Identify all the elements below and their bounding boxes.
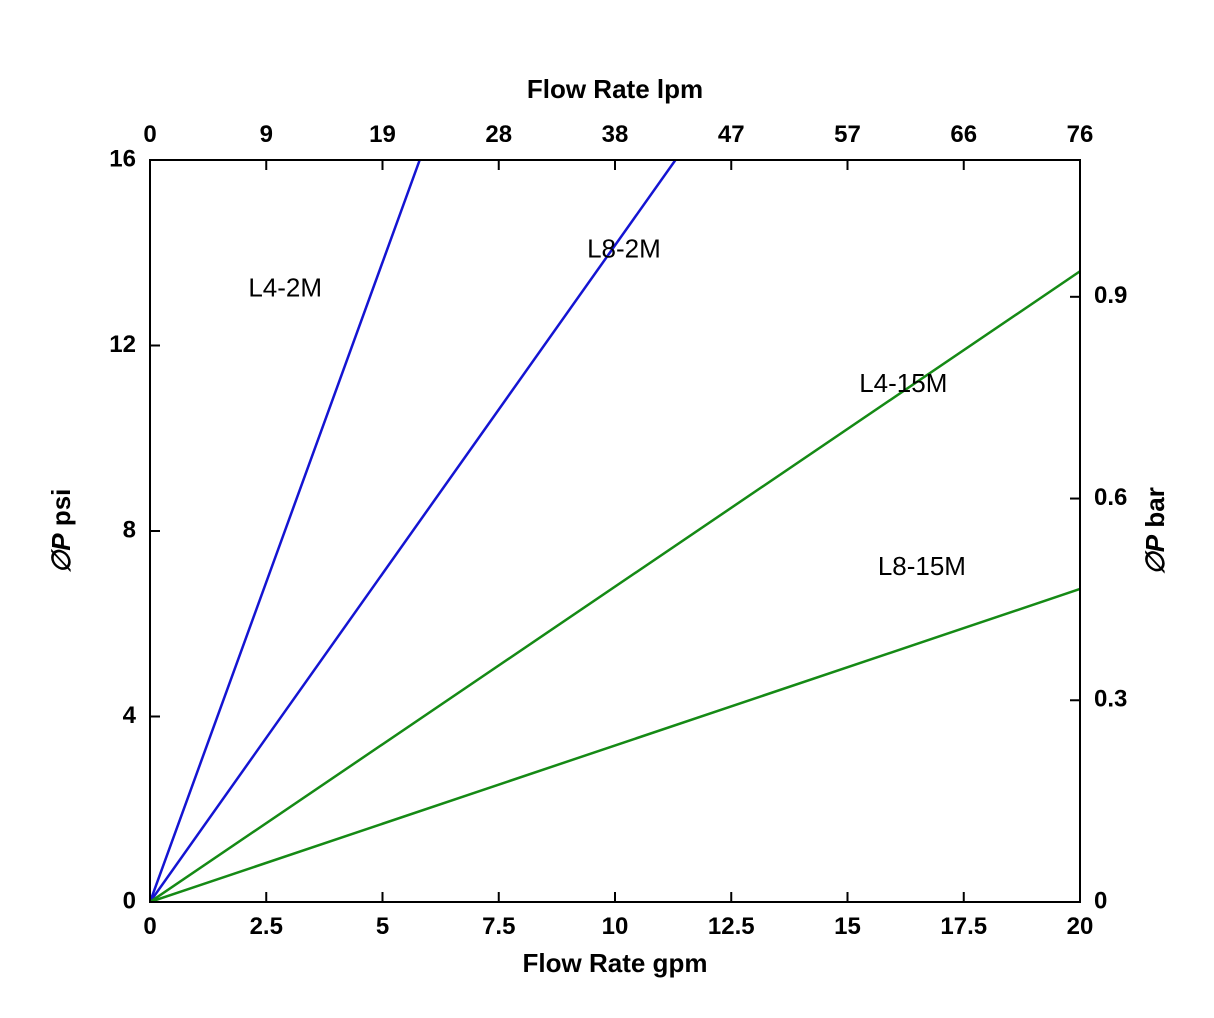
- x-bottom-tick-label: 20: [1067, 913, 1094, 940]
- y-left-tick-label: 0: [123, 887, 136, 914]
- y-right-axis-label: ∅P bar: [1140, 487, 1170, 575]
- pressure-flow-chart: L4-2M L8-2M L4-15M L8-15M 0 2.5 5 7.5 10 12.5 15 17…: [0, 0, 1214, 1018]
- x-bottom-tick-label: 10: [602, 913, 629, 940]
- y-left-tick-label: 8: [123, 516, 136, 543]
- x-bottom-axis-label: Flow Rate gpm: [523, 948, 708, 978]
- x-bottom-tick-label: 7.5: [482, 913, 515, 940]
- series-label-L8-15M: L8-15M: [878, 551, 966, 581]
- chart-bg: [0, 0, 1214, 1018]
- y-left-tick-label: 4: [123, 702, 137, 729]
- series-label-L4-2M: L4-2M: [248, 273, 322, 303]
- x-top-tick-label: 0: [143, 121, 156, 148]
- x-top-tick-label: 76: [1067, 121, 1094, 148]
- y-left-tick-label: 16: [109, 145, 136, 172]
- x-top-tick-label: 9: [260, 121, 273, 148]
- x-bottom-tick-label: 12.5: [708, 913, 755, 940]
- x-bottom-tick-label: 0: [143, 913, 156, 940]
- chart-svg: L4-2M L8-2M L4-15M L8-15M 0 2.5 5 7.5 10 12.5 15 17…: [0, 0, 1214, 1018]
- x-top-tick-label: 38: [602, 121, 629, 148]
- x-top-tick-label: 57: [834, 121, 861, 148]
- x-top-axis-label: Flow Rate lpm: [527, 74, 703, 104]
- y-right-tick-label: 0.3: [1094, 686, 1127, 713]
- x-bottom-tick-label: 15: [834, 913, 861, 940]
- y-left-axis-label: ∅P psi: [46, 489, 76, 574]
- x-bottom-tick-label: 2.5: [250, 913, 283, 940]
- y-right-tick-label: 0: [1094, 887, 1107, 914]
- y-left-tick-label: 12: [109, 331, 136, 358]
- y-right-tick-label: 0.9: [1094, 282, 1127, 309]
- x-bottom-tick-label: 5: [376, 913, 389, 940]
- series-label-L4-15M: L4-15M: [859, 368, 947, 398]
- x-bottom-tick-label: 17.5: [940, 913, 987, 940]
- x-top-tick-label: 19: [369, 121, 396, 148]
- series-label-L8-2M: L8-2M: [587, 233, 661, 263]
- x-top-tick-label: 47: [718, 121, 745, 148]
- x-top-tick-label: 66: [950, 121, 977, 148]
- y-right-tick-label: 0.6: [1094, 484, 1127, 511]
- x-top-tick-label: 28: [485, 121, 512, 148]
